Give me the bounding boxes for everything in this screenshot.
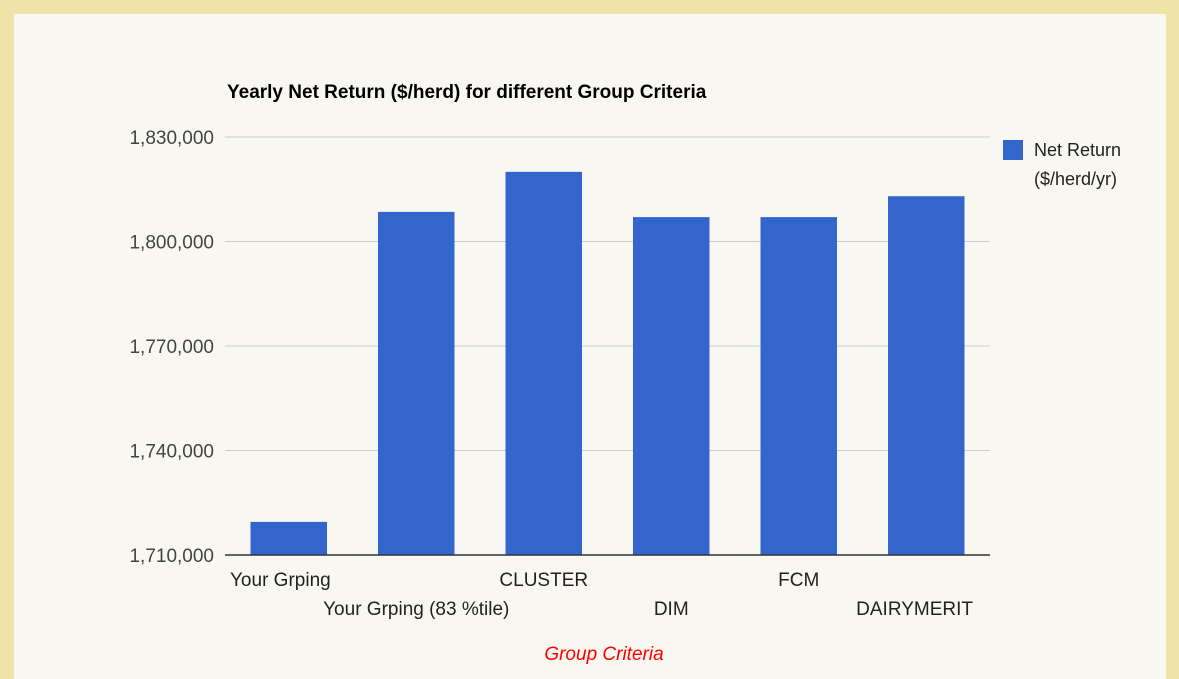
legend[interactable]: Net Return ($/herd/yr) — [1003, 140, 1121, 189]
chart-title: Yearly Net Return ($/herd) for different… — [227, 82, 707, 103]
legend-swatch — [1003, 140, 1023, 160]
x-category-label: CLUSTER — [499, 570, 588, 591]
x-axis-title: Group Criteria — [544, 644, 663, 665]
y-axis-tick-labels: 1,710,000 1,740,000 1,770,000 1,800,000 1,83… — [129, 128, 214, 567]
y-tick-label: 1,800,000 — [129, 233, 214, 254]
bar[interactable] — [378, 211, 455, 555]
x-category-label: DAIRYMERIT — [856, 599, 973, 620]
y-tick-label: 1,770,000 — [129, 337, 214, 358]
bar[interactable] — [505, 171, 583, 556]
bar[interactable] — [888, 196, 965, 555]
legend-label-line-2: ($/herd/yr) — [1034, 169, 1117, 189]
x-category-label: DIM — [654, 599, 689, 620]
bar[interactable] — [760, 217, 838, 555]
y-tick-label: 1,740,000 — [129, 442, 214, 463]
legend-label-line-1: Net Return — [1034, 140, 1121, 160]
bar[interactable] — [633, 217, 710, 555]
x-category-label: Your Grping — [230, 570, 331, 591]
bars — [250, 171, 965, 556]
x-category-label: FCM — [778, 570, 819, 591]
bar[interactable] — [250, 521, 328, 555]
y-tick-label: 1,710,000 — [129, 546, 214, 567]
gridlines — [225, 136, 990, 451]
y-tick-label: 1,830,000 — [129, 128, 214, 149]
x-axis-category-labels: Your Grping Your Grping (83 %tile) CLUSTER… — [230, 570, 973, 620]
x-category-label: Your Grping (83 %tile) — [323, 599, 509, 620]
